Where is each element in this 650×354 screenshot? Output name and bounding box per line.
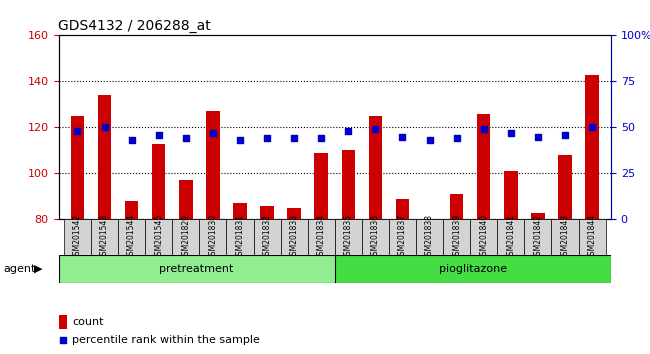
FancyBboxPatch shape [525, 219, 551, 255]
Point [153, 132, 164, 138]
Point [235, 137, 245, 143]
Text: GDS4132 / 206288_at: GDS4132 / 206288_at [58, 19, 211, 33]
Bar [341, 150, 355, 354]
Bar [315, 153, 328, 354]
Bar [58, 255, 335, 283]
Bar [585, 75, 599, 354]
Text: GSM201832: GSM201832 [263, 214, 272, 260]
Text: agent: agent [3, 264, 36, 274]
Bar [504, 171, 517, 354]
FancyBboxPatch shape [335, 219, 362, 255]
Text: ▶: ▶ [34, 264, 42, 274]
FancyBboxPatch shape [91, 219, 118, 255]
Text: GSM201836: GSM201836 [371, 214, 380, 260]
Text: GSM201829: GSM201829 [181, 214, 190, 260]
Bar [152, 143, 166, 354]
Bar [477, 114, 491, 354]
Text: GSM201544: GSM201544 [127, 214, 136, 260]
FancyBboxPatch shape [307, 219, 335, 255]
Bar [531, 212, 545, 354]
Point [126, 137, 137, 143]
Point [208, 130, 218, 136]
Bar [287, 208, 301, 354]
FancyBboxPatch shape [145, 219, 172, 255]
Point [370, 126, 381, 132]
Bar [98, 95, 111, 354]
Text: GSM201843: GSM201843 [560, 214, 569, 260]
Text: count: count [72, 317, 104, 327]
Bar [179, 181, 192, 354]
Bar [558, 155, 572, 354]
Text: GSM201543: GSM201543 [100, 214, 109, 260]
FancyBboxPatch shape [118, 219, 145, 255]
Point [343, 128, 354, 134]
Bar [206, 111, 220, 354]
Text: GSM201844: GSM201844 [588, 214, 597, 260]
FancyBboxPatch shape [416, 219, 443, 255]
Point [451, 136, 462, 141]
FancyBboxPatch shape [497, 219, 525, 255]
Point [560, 132, 570, 138]
Point [424, 137, 435, 143]
FancyBboxPatch shape [200, 219, 226, 255]
Bar [125, 201, 138, 354]
Text: GSM201839: GSM201839 [452, 214, 461, 260]
Point [181, 136, 191, 141]
Point [478, 126, 489, 132]
Text: GSM201830: GSM201830 [209, 214, 217, 260]
FancyBboxPatch shape [362, 219, 389, 255]
Text: GSM201833: GSM201833 [290, 214, 298, 260]
Point [506, 130, 516, 136]
Bar [260, 206, 274, 354]
Bar [233, 203, 247, 354]
Point [262, 136, 272, 141]
Text: GSM201841: GSM201841 [506, 214, 515, 260]
FancyBboxPatch shape [443, 219, 470, 255]
Bar [422, 222, 436, 354]
Text: GSM201545: GSM201545 [154, 214, 163, 260]
Text: GSM201835: GSM201835 [344, 214, 353, 260]
Text: pioglitazone: pioglitazone [439, 264, 507, 274]
Text: GSM201838: GSM201838 [425, 214, 434, 260]
Text: GSM201834: GSM201834 [317, 214, 326, 260]
Point [370, 262, 380, 268]
Point [533, 134, 543, 139]
Text: GSM201542: GSM201542 [73, 214, 82, 260]
Bar [58, 315, 67, 329]
FancyBboxPatch shape [226, 219, 254, 255]
Point [289, 136, 299, 141]
FancyBboxPatch shape [172, 219, 200, 255]
Text: percentile rank within the sample: percentile rank within the sample [72, 335, 260, 345]
FancyBboxPatch shape [281, 219, 307, 255]
FancyBboxPatch shape [254, 219, 281, 255]
Point [316, 136, 326, 141]
Bar [369, 116, 382, 354]
FancyBboxPatch shape [389, 219, 416, 255]
Text: GSM201840: GSM201840 [479, 214, 488, 260]
FancyBboxPatch shape [551, 219, 578, 255]
Point [99, 125, 110, 130]
Point [72, 128, 83, 134]
Bar [71, 116, 84, 354]
Text: GSM201831: GSM201831 [235, 214, 244, 260]
Text: pretreatment: pretreatment [159, 264, 234, 274]
FancyBboxPatch shape [470, 219, 497, 255]
Text: GSM201842: GSM201842 [534, 214, 542, 260]
Point [397, 134, 408, 139]
Text: GSM201837: GSM201837 [398, 214, 407, 260]
Bar [335, 255, 611, 283]
FancyBboxPatch shape [578, 219, 606, 255]
Bar [396, 199, 410, 354]
Bar [450, 194, 463, 354]
Point [587, 125, 597, 130]
FancyBboxPatch shape [64, 219, 91, 255]
